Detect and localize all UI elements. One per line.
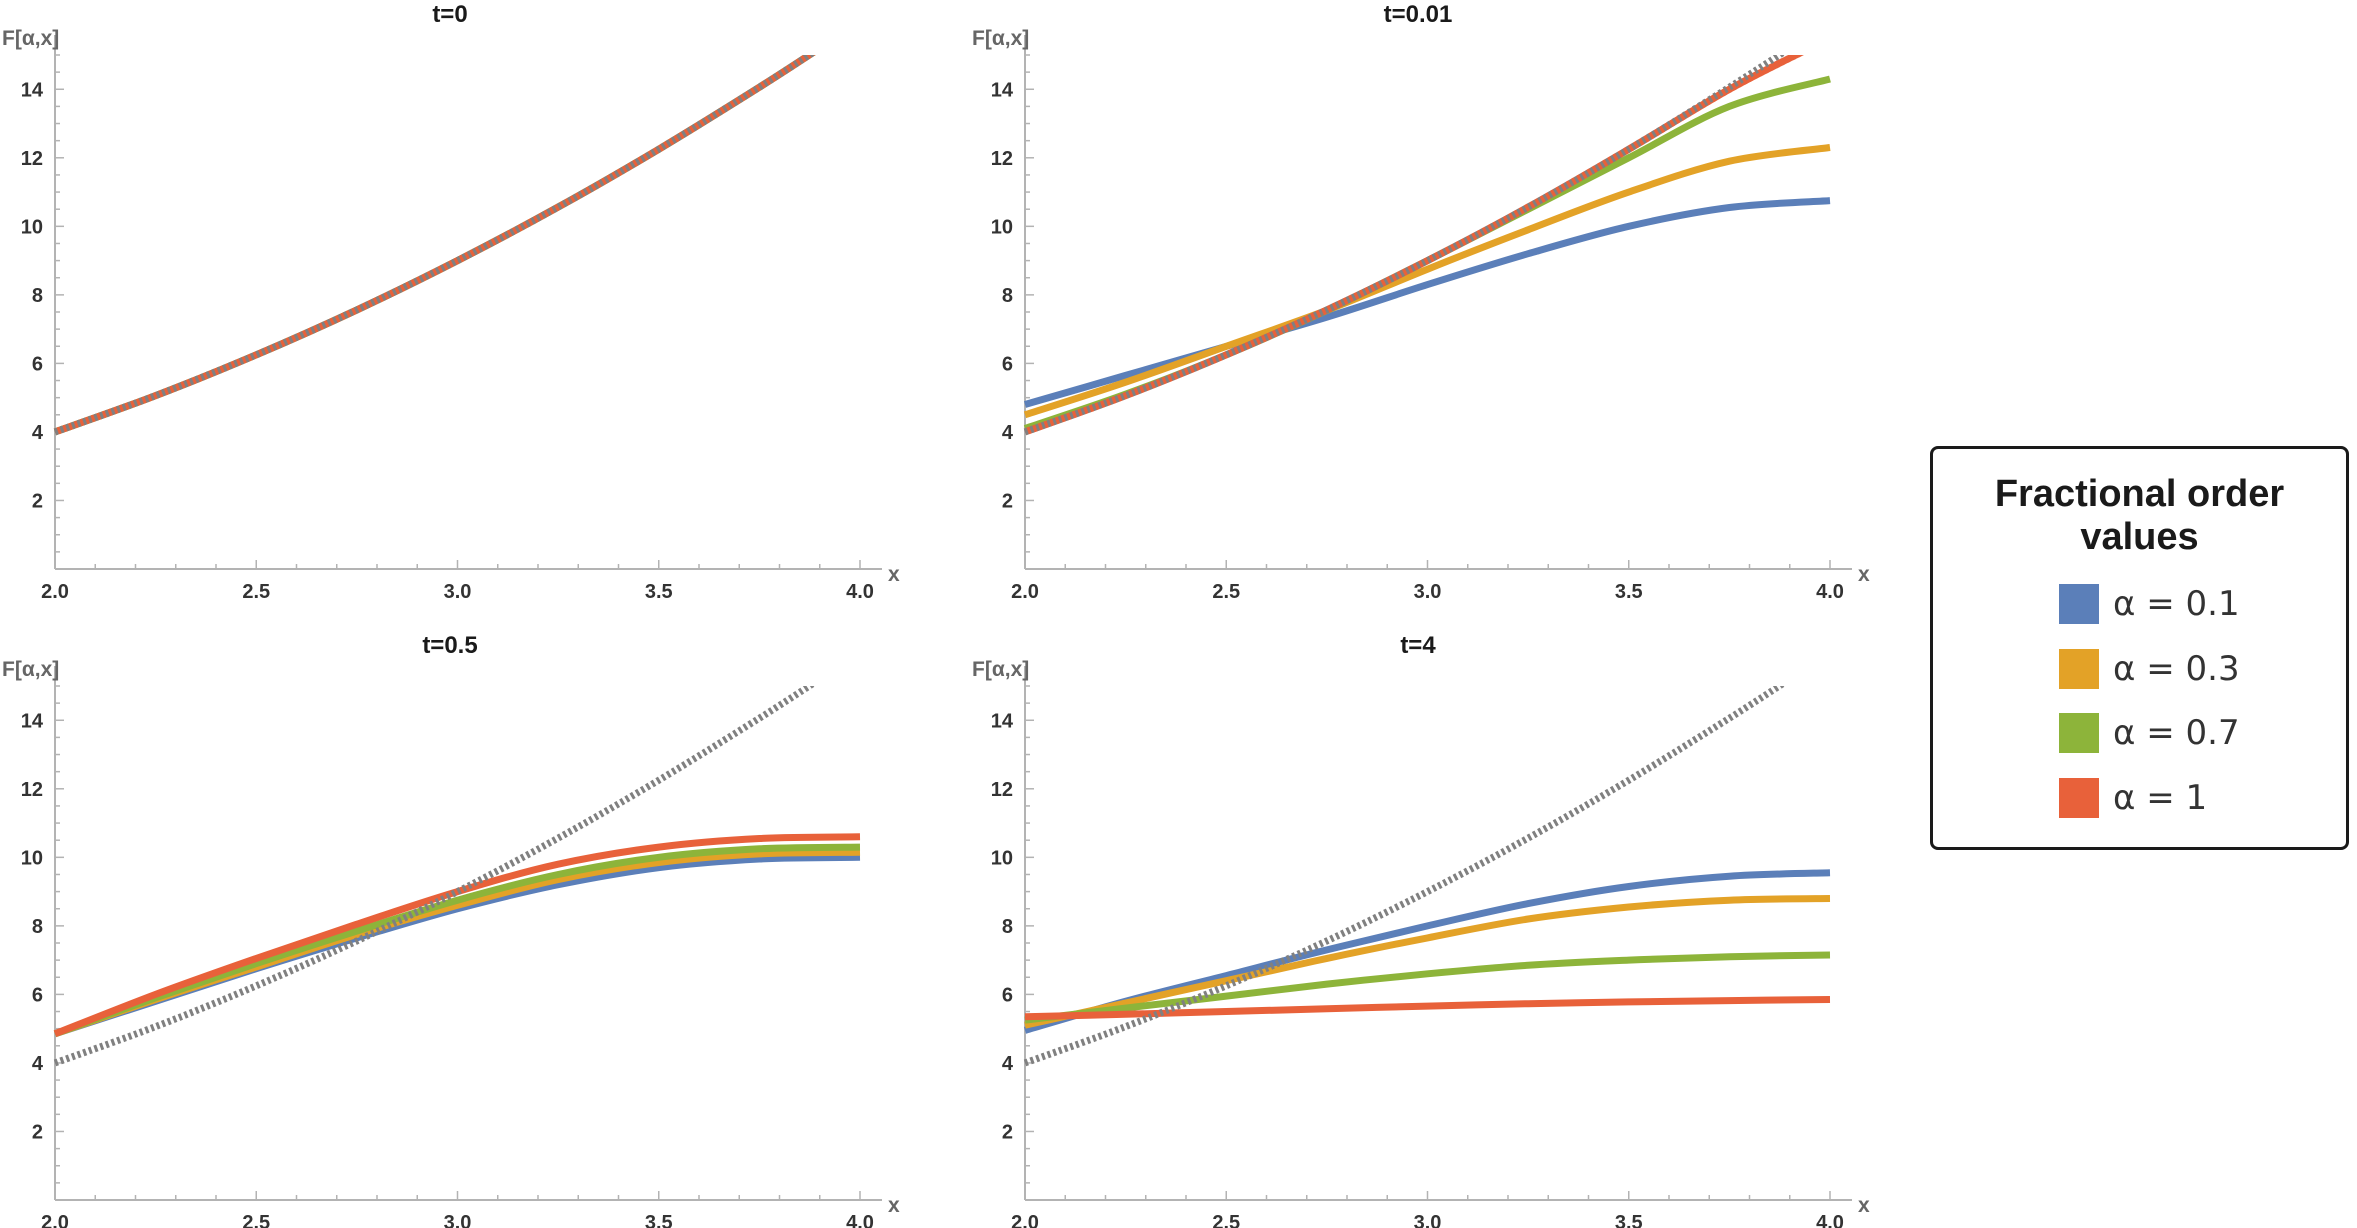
x-axis-label: x [1858,1194,1870,1217]
reference-line [53,55,816,436]
y-axis-label: F[α,x] [972,658,1029,681]
y-tick-label: 12 [991,779,1013,801]
y-axis-label: F[α,x] [2,27,59,50]
x-tick-label: 2.0 [41,1212,69,1228]
x-tick-label: 3.5 [645,581,673,603]
x-tick-label: 4.0 [846,581,874,603]
y-tick-label: 12 [991,148,1013,170]
chart-title: t=0 [432,1,467,28]
y-tick-label: 2 [1002,490,1013,512]
legend-label: α = 1 [2113,778,2208,818]
plot-area [53,55,816,436]
x-axis-label: x [888,1194,900,1217]
x-tick-label: 3.0 [1414,581,1442,603]
x-tick-label: 4.0 [846,1212,874,1228]
chart-panel: 2.0 2.5 3.0 3.5 4.0 2 4 6 8 10 12 14 t=0.5 F[α,x] x [2,632,900,1228]
x-tick-label: 3.5 [645,1212,673,1228]
legend-swatch [2059,713,2099,753]
x-tick-label: 4.0 [1816,581,1844,603]
legend-title: Fractional order values [1994,473,2285,558]
legend-item: α = 0.3 [2059,647,2240,691]
y-tick-label: 2 [1002,1121,1013,1143]
x-tick-label: 2.5 [242,1212,270,1228]
y-tick-label: 8 [1002,285,1013,307]
x-axis-label: x [1858,563,1870,586]
y-tick-label: 2 [32,490,43,512]
chart-title: t=0.01 [1384,1,1453,28]
legend-item: α = 0.1 [2059,582,2240,626]
series-line [53,843,861,1038]
chart-title: t=4 [1400,632,1436,659]
x-tick-label: 2.0 [1011,1212,1039,1228]
legend-item: α = 0.7 [2059,711,2240,755]
x-tick-label: 3.5 [1615,1212,1643,1228]
series-line [53,55,816,436]
x-tick-label: 3.0 [444,1212,472,1228]
y-tick-label: 8 [32,285,43,307]
legend-label: α = 0.7 [2113,713,2240,753]
y-tick-label: 10 [991,216,1013,238]
series-line [1024,895,1831,1029]
y-tick-label: 2 [32,1121,43,1143]
x-tick-label: 3.5 [1615,581,1643,603]
y-tick-label: 6 [32,353,43,375]
y-axis-label: F[α,x] [972,27,1029,50]
chart-panel: 2.0 2.5 3.0 3.5 4.0 2 4 6 8 10 12 14 t=0 F[α,x] x [2,1,900,603]
x-tick-label: 4.0 [1816,1212,1844,1228]
y-tick-label: 10 [21,216,43,238]
x-tick-label: 3.0 [444,581,472,603]
x-tick-label: 3.0 [1414,1212,1442,1228]
legend-swatch [2059,649,2099,689]
series-line [1023,55,1804,436]
legend-swatch [2059,778,2099,818]
series-line [53,833,861,1038]
chart-panel: 2.0 2.5 3.0 3.5 4.0 2 4 6 8 10 12 14 t=4 F[α,x] x [972,632,1870,1228]
y-tick-label: 4 [32,1053,44,1075]
y-tick-label: 10 [991,847,1013,869]
series-line [53,848,861,1038]
y-tick-label: 6 [1002,353,1013,375]
x-tick-label: 2.5 [1212,1212,1240,1228]
legend-swatch [2059,584,2099,624]
y-tick-label: 14 [21,710,44,732]
y-tick-label: 8 [32,916,43,938]
legend-label: α = 0.1 [2113,584,2240,624]
y-tick-label: 10 [21,847,43,869]
series-line [53,853,861,1038]
y-tick-label: 4 [1002,1053,1014,1075]
legend: Fractional order values α = 0.1 α = 0.3 … [1930,446,2349,850]
x-tick-label: 2.0 [41,581,69,603]
reference-line [53,686,816,1067]
plot-area [1023,55,1831,436]
series-line [53,55,816,436]
y-tick-label: 4 [1002,422,1014,444]
legend-item: α = 1 [2059,776,2207,820]
y-tick-label: 12 [21,779,43,801]
series-line [1024,951,1831,1024]
y-tick-label: 14 [991,79,1014,101]
y-tick-label: 14 [991,710,1014,732]
x-tick-label: 2.5 [242,581,270,603]
series-line [1024,197,1831,408]
y-tick-label: 6 [1002,984,1013,1006]
chart-title: t=0.5 [422,632,477,659]
x-axis-label: x [888,563,900,586]
y-tick-label: 4 [32,422,44,444]
x-tick-label: 2.0 [1011,581,1039,603]
y-tick-label: 14 [21,79,44,101]
chart-panel: 2.0 2.5 3.0 3.5 4.0 2 4 6 8 10 12 14 t=0.01 F[α,x] x [972,1,1870,603]
y-tick-label: 8 [1002,916,1013,938]
series-line [1023,144,1831,419]
legend-label: α = 0.3 [2113,649,2240,689]
y-tick-label: 12 [21,148,43,170]
x-tick-label: 2.5 [1212,581,1240,603]
y-axis-label: F[α,x] [2,658,59,681]
series-line [53,55,816,436]
plot-area [53,686,861,1067]
plot-area [1023,686,1831,1067]
y-tick-label: 6 [32,984,43,1006]
series-line [53,55,816,436]
